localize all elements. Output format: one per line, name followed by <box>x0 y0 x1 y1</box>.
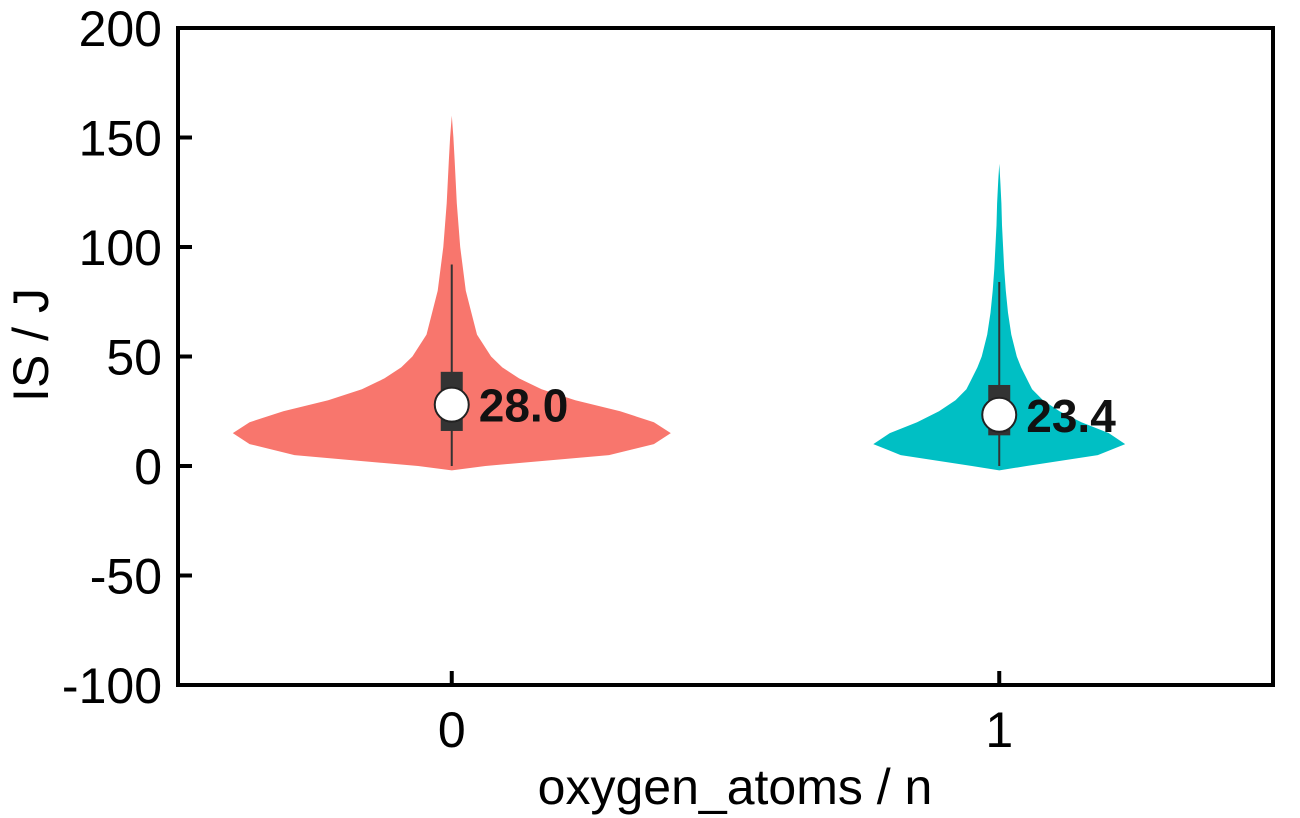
violin-mean-label: 28.0 <box>479 380 569 432</box>
violin-group-1: 23.4 <box>873 163 1126 471</box>
y-axis-ticks: 200 150 100 50 0 -50 -100 <box>62 1 192 714</box>
violin-group-0: 28.0 <box>232 115 671 471</box>
plot-frame <box>176 26 1275 687</box>
violins-layer: 28.0 23.4 <box>232 115 1126 471</box>
x-axis-title: oxygen_atoms / n <box>538 759 933 815</box>
y-axis-title: IS / J <box>3 288 59 402</box>
y-tick-label: 200 <box>79 1 162 57</box>
x-tick-label: 1 <box>985 702 1013 758</box>
x-tick-label: 0 <box>438 702 466 758</box>
y-tick-label: -50 <box>90 549 162 605</box>
violin-mean-point <box>981 396 1018 433</box>
violin-mean-label: 23.4 <box>1026 390 1116 442</box>
violin-mean-point <box>433 386 470 423</box>
y-tick-label: 0 <box>134 439 162 495</box>
y-tick-label: 100 <box>79 220 162 276</box>
y-tick-label: 150 <box>79 111 162 167</box>
y-tick-label: -100 <box>62 658 162 714</box>
y-tick-label: 50 <box>106 330 162 386</box>
